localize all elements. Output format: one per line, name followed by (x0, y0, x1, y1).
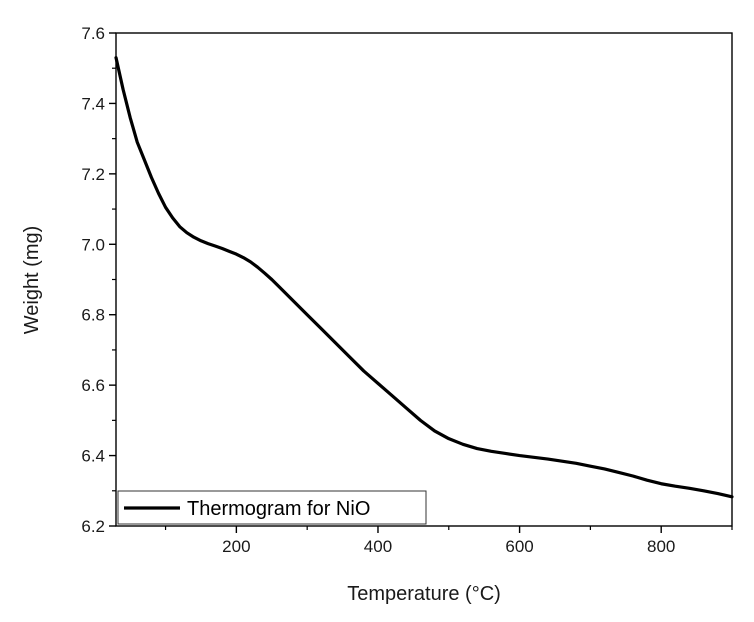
series-line-thermogram (114, 56, 734, 499)
x-tick-label: 600 (505, 537, 533, 556)
x-axis-ticks: 200 400 600 800 (164, 526, 733, 556)
y-axis-title: Weight (mg) (21, 226, 43, 335)
legend: Thermogram for NiO (117, 490, 427, 525)
y-tick-label: 7.4 (81, 94, 105, 113)
y-tick-label: 6.4 (81, 447, 105, 466)
y-tick-label: 7.2 (81, 165, 105, 184)
y-tick-label: 7.6 (81, 24, 105, 43)
y-tick-label: 7.0 (81, 235, 105, 254)
legend-label: Thermogram for NiO (187, 498, 370, 520)
y-tick-label: 6.6 (81, 376, 105, 395)
y-tick-label: 6.8 (81, 306, 105, 325)
x-axis-title: Temperature (°C) (347, 583, 501, 605)
y-axis-ticks: 6.2 6.4 6.6 6.8 7.0 7.2 7.4 7.6 (81, 24, 116, 536)
x-tick-label: 400 (364, 537, 392, 556)
x-tick-label: 200 (222, 537, 250, 556)
x-tick-label: 800 (647, 537, 675, 556)
plot-frame (115, 32, 733, 527)
y-tick-label: 6.2 (81, 517, 105, 536)
